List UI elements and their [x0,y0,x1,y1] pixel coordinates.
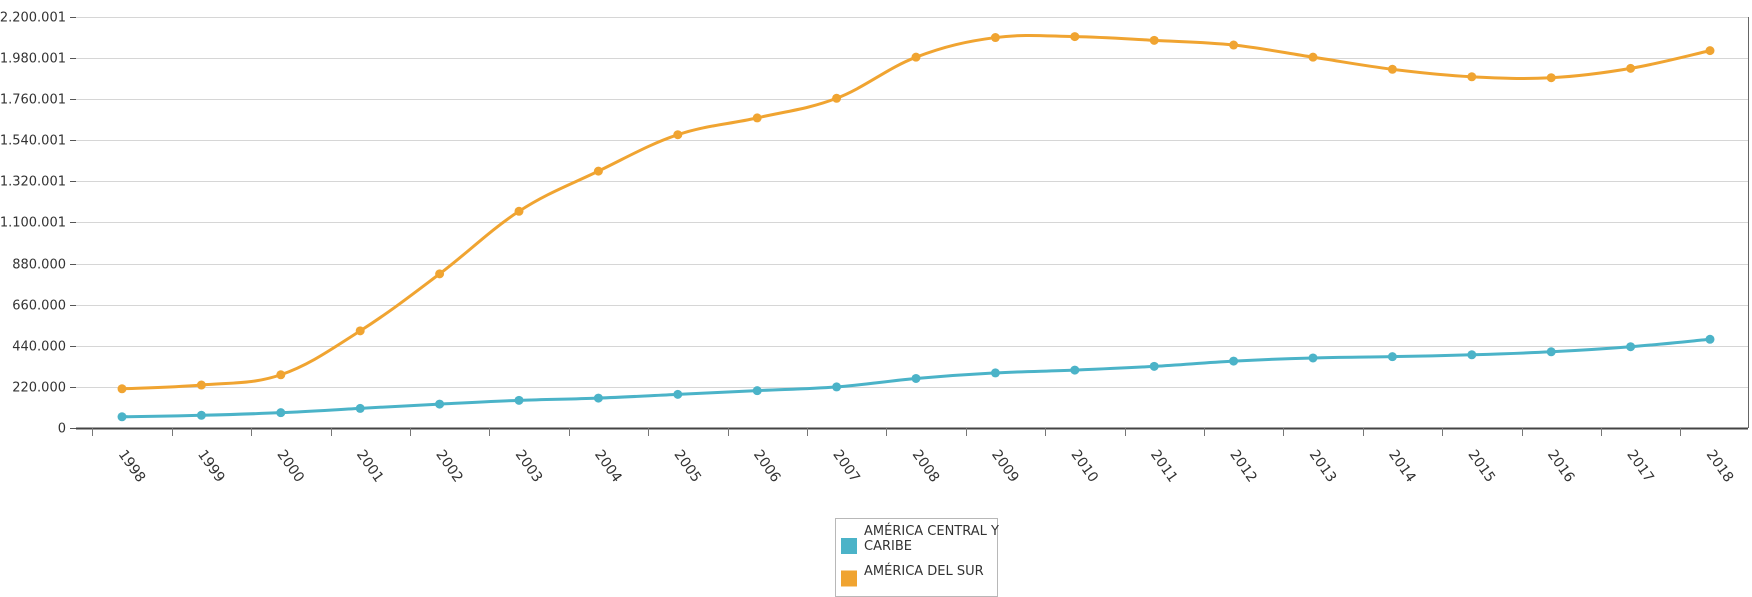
x-tick-label: 2009 [988,447,1022,485]
data-point-0-2001[interactable] [355,403,365,413]
legend-label-0: CARIBE [864,539,912,554]
x-tick-label: 2012 [1226,447,1260,485]
y-tick-label: 880.000 [12,258,66,273]
data-point-1-2013[interactable] [1308,52,1318,62]
data-point-0-2009[interactable] [990,368,1000,378]
x-tick-label: 2005 [671,447,705,485]
x-tick-label: 2006 [750,447,784,485]
data-point-1-2017[interactable] [1626,63,1636,73]
x-tick-label: 2015 [1465,447,1499,485]
legend-label-1: AMÉRICA DEL SUR [864,563,984,579]
x-tick-label: 2010 [1068,447,1102,485]
legend-label-0: AMÉRICA CENTRAL Y [864,523,999,539]
data-point-1-2006[interactable] [752,113,762,123]
y-tick-label: 2.200.001 [0,11,66,26]
data-point-0-2012[interactable] [1229,356,1239,366]
data-point-0-2002[interactable] [435,399,445,409]
gridlines [76,17,1748,388]
data-point-1-2008[interactable] [911,52,921,62]
y-tick-label: 660.000 [12,299,66,314]
data-point-1-2014[interactable] [1387,64,1397,74]
data-point-0-2014[interactable] [1387,352,1397,362]
data-point-0-2016[interactable] [1546,347,1556,357]
x-tick-label: 2018 [1703,447,1737,485]
x-axis: 1998 1999 2000 2001 2002 2003 2004 2005 2006 2007… [76,17,1749,486]
y-tick-label: 220.000 [12,381,66,396]
data-point-0-2017[interactable] [1626,342,1636,352]
data-point-1-1998[interactable] [117,384,127,394]
legend-box [835,518,998,597]
y-tick-label: 1.320.001 [0,175,66,190]
x-tick-label: 1998 [115,447,149,485]
y-tick-label: 0 [58,422,66,437]
data-point-1-2012[interactable] [1229,40,1239,50]
y-tick-label: 1.980.001 [0,52,66,67]
data-point-0-2003[interactable] [514,395,524,405]
data-point-0-2007[interactable] [832,382,842,392]
data-point-0-2000[interactable] [276,408,286,418]
data-point-1-1999[interactable] [196,380,206,390]
data-point-0-2015[interactable] [1467,350,1477,360]
x-tick-label: 2011 [1147,447,1181,485]
data-point-0-2010[interactable] [1070,365,1080,375]
x-tick-label: 2002 [432,447,466,485]
data-point-1-2010[interactable] [1070,32,1080,42]
data-point-0-2008[interactable] [911,373,921,383]
data-point-1-2005[interactable] [673,130,683,140]
x-tick-label: 2004 [591,447,625,485]
y-tick-label: 440.000 [12,340,66,355]
data-point-1-2000[interactable] [276,370,286,380]
data-point-1-2011[interactable] [1149,35,1159,45]
data-point-0-2004[interactable] [593,393,603,403]
data-point-1-2015[interactable] [1467,72,1477,82]
legend-swatch-0 [841,538,857,554]
data-point-0-2005[interactable] [673,389,683,399]
x-tick-label: 2016 [1544,447,1578,485]
data-point-1-2018[interactable] [1705,46,1715,56]
data-point-0-2006[interactable] [752,386,762,396]
data-point-1-2009[interactable] [990,33,1000,43]
data-point-1-2001[interactable] [355,326,365,336]
data-point-0-2011[interactable] [1149,361,1159,371]
data-point-0-2018[interactable] [1705,334,1715,344]
y-axis: 0 220.000 440.000 660.000 880.000 1.100.001 1.… [0,11,76,437]
x-tick-label: 2017 [1623,447,1657,485]
x-tick-label: 2007 [829,447,863,485]
series-lines [117,32,1715,422]
data-point-0-2013[interactable] [1308,353,1318,363]
x-tick-label: 1999 [194,447,228,485]
x-tick-label: 2013 [1306,447,1340,485]
data-point-1-2003[interactable] [514,206,524,216]
x-tick-label: 2001 [353,447,387,485]
legend-swatch-1 [841,570,857,587]
data-point-1-2002[interactable] [435,269,445,279]
x-tick-label: 2000 [274,447,308,485]
y-tick-label: 1.100.001 [0,216,66,231]
y-tick-label: 1.760.001 [0,93,66,108]
x-tick-label: 2014 [1385,447,1419,485]
y-tick-label: 1.540.001 [0,134,66,149]
x-tick-label: 2008 [909,447,943,485]
data-point-1-2016[interactable] [1546,73,1556,83]
data-point-1-2004[interactable] [593,166,603,176]
series-line-1 [120,33,1712,391]
data-point-0-1999[interactable] [196,410,206,420]
data-point-1-2007[interactable] [832,93,842,103]
data-point-0-1998[interactable] [117,412,127,422]
x-tick-label: 2003 [512,447,546,485]
